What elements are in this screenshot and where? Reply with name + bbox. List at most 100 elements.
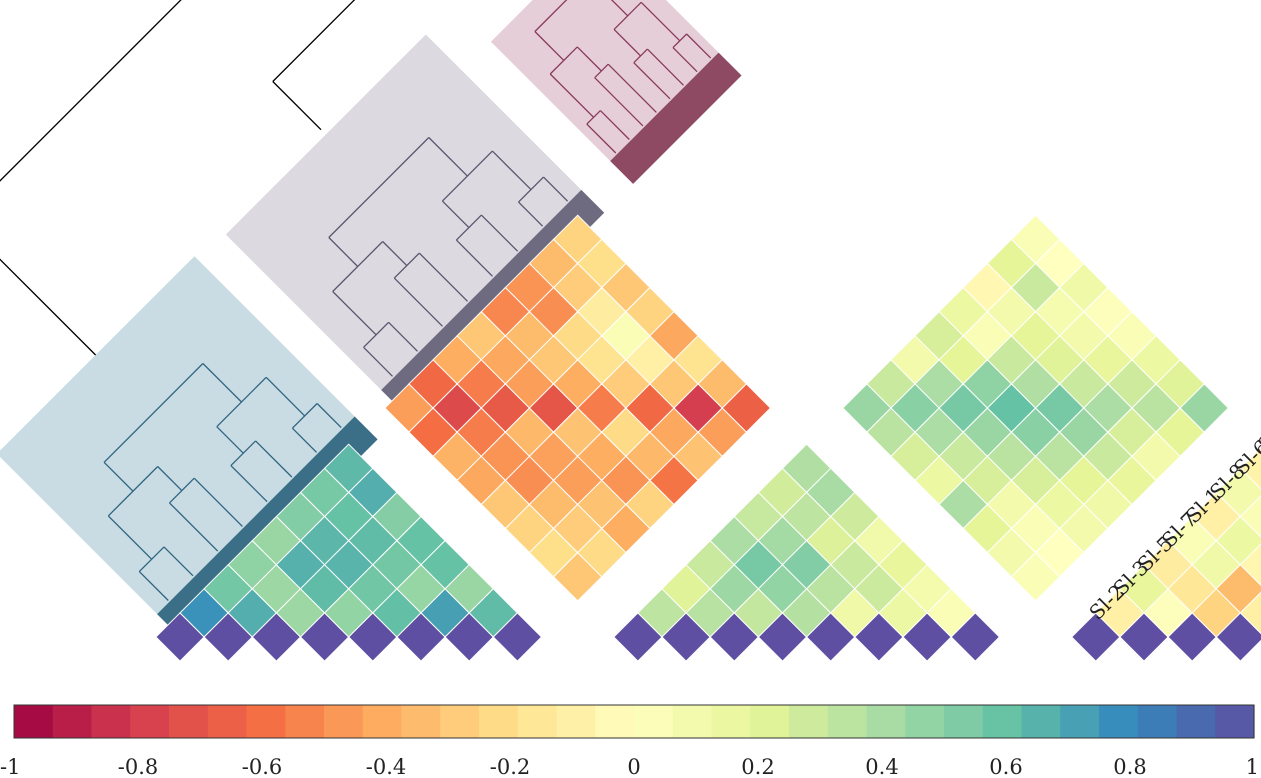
dendrogram-branch <box>640 1 681 42</box>
colorbar-segment <box>1137 705 1178 738</box>
colorbar-segment <box>672 705 713 738</box>
colorbar-segment <box>634 705 674 738</box>
dendrogram-branch <box>646 48 684 86</box>
colorbar-tick-label: 0.2 <box>741 755 774 778</box>
dendrogram-branch <box>103 363 204 463</box>
dendrogram-branch <box>328 237 359 267</box>
colorbar-segment <box>517 705 558 738</box>
colorbar-frame <box>13 704 1255 739</box>
colorbar-tick-label: -0.4 <box>366 755 407 778</box>
dendrogram-branch <box>586 110 601 125</box>
colorbar-segment <box>14 705 54 738</box>
dendrogram-branch <box>265 376 306 417</box>
dendrogram-branch <box>382 241 408 267</box>
dendrogram-branch <box>610 0 629 17</box>
colorbar-segment <box>1021 705 1061 738</box>
cluster-shade <box>225 34 605 413</box>
colorbar-segment <box>711 705 751 738</box>
dendrogram-layer <box>0 0 712 601</box>
heatmap-cell-b1-7-7 <box>1179 383 1230 433</box>
dendrogram-branch <box>518 201 544 227</box>
dendrogram-branch <box>230 465 268 503</box>
dendrogram-branch <box>216 426 244 454</box>
dendrogram-branch <box>138 571 169 601</box>
heatmap-cell-c2-1-6 <box>1239 495 1261 538</box>
dendrogram-branch <box>543 176 569 202</box>
colorbar-tick-label: 0 <box>627 755 640 778</box>
dendrogram-branch <box>328 137 430 238</box>
colorbar-segment <box>827 705 868 738</box>
dendrogram-top-branch <box>0 258 97 356</box>
colorbar-segment <box>169 705 209 738</box>
colorbar-segment <box>362 705 403 738</box>
dendrogram-branch <box>576 46 602 72</box>
dendrogram-branch <box>418 252 468 302</box>
colorbar-segment <box>1215 705 1255 738</box>
dendrogram-branch <box>686 33 712 59</box>
dendrogram-branch <box>202 363 242 403</box>
colorbar-tick-label: 1 <box>1246 755 1259 778</box>
heatmap-cell-c1-7-7 <box>950 612 1001 662</box>
dendrogram-branch <box>363 346 393 377</box>
colorbar-tick-label: 0.8 <box>1113 755 1146 778</box>
colorbar-segment <box>944 705 984 738</box>
colorbar-tick-label: -0.6 <box>242 755 283 778</box>
heatmap-cell-c2-3-4 <box>1239 591 1261 635</box>
dendrogram-branch <box>388 321 418 352</box>
colorbar-tick-label: -1 <box>0 755 20 778</box>
colorbar-segment <box>1176 705 1216 738</box>
cluster-bar <box>610 52 742 184</box>
dendrogram-branch <box>455 239 493 277</box>
dendrogram-branch <box>549 73 595 118</box>
dendrogram-branch <box>316 403 342 429</box>
colorbar-segment <box>595 705 635 738</box>
dendrogram-branch <box>169 502 219 552</box>
dendrogram-branch <box>534 31 565 61</box>
cluster-shade <box>0 256 378 637</box>
colorbar-segment <box>285 705 325 738</box>
colorbar-segment <box>130 705 170 738</box>
dendrogram-branch <box>193 477 243 527</box>
dendrogram-branch <box>549 46 578 75</box>
dendrogram-branch <box>103 461 134 492</box>
heatmap-cell-b0-7-7 <box>721 383 772 433</box>
dendrogram-branch <box>672 47 698 73</box>
dendrogram-branch <box>607 63 657 113</box>
colorbar-segment <box>556 705 596 738</box>
colorbar-segment <box>440 705 480 738</box>
colorbar-segment <box>52 705 93 738</box>
dendrogram-branch <box>599 110 630 140</box>
colorbar-segment <box>789 705 829 738</box>
colorbar-tick-label: 0.4 <box>865 755 898 778</box>
dendrogram-top-branch <box>0 0 182 182</box>
colorbar-segment <box>479 705 519 738</box>
dendrogram-branch <box>332 291 377 336</box>
dendrogram-branch <box>586 123 617 154</box>
dendrogram-branch <box>491 150 532 191</box>
colorbar-tick-label: -0.8 <box>118 755 159 778</box>
dendrogram-branch <box>393 277 443 327</box>
dendrogram-branch <box>613 28 642 57</box>
colorbar-segment <box>1060 705 1100 738</box>
colorbar-segment <box>324 705 364 738</box>
heatmap-cell-layer <box>155 214 1261 662</box>
colorbar-segment <box>1099 705 1139 738</box>
dendrogram-branch <box>428 137 468 177</box>
colorbar-segment <box>401 705 441 738</box>
dendrogram-branch <box>157 466 183 492</box>
dendrogram-top-branch <box>272 81 322 131</box>
dendrogram-branch <box>534 0 568 32</box>
colorbar-segment <box>905 705 945 738</box>
dendrogram-branch <box>255 440 293 478</box>
dendrogram-branch <box>441 200 470 229</box>
dendrogram-top-branch <box>272 0 356 82</box>
dendrogram-branch <box>480 214 519 252</box>
dendrogram-branch <box>594 77 644 127</box>
colorbar-segment <box>982 705 1023 738</box>
colorbar-segment <box>750 705 790 738</box>
colorbar-segment <box>207 705 248 738</box>
heatmap-cell-c2-2-5 <box>1239 543 1261 587</box>
dendrogram-branch <box>633 62 671 100</box>
dendrogram-branch <box>291 427 317 453</box>
